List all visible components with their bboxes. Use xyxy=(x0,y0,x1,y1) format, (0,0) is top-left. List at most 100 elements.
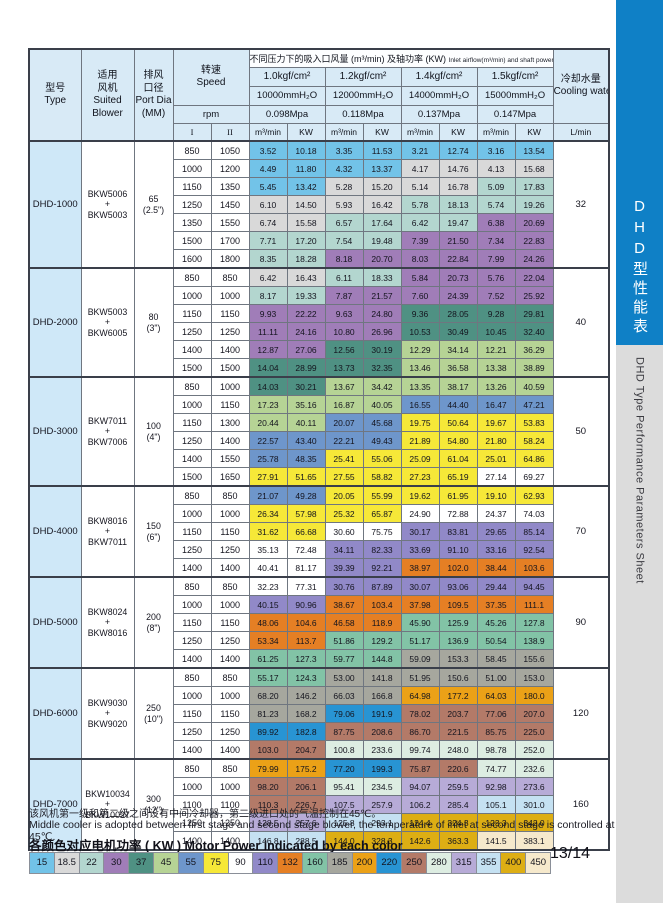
port-cell: 100 (4") xyxy=(133,376,174,487)
sidebar-title-en: DHD Type Performance Parameters Sheet xyxy=(633,357,646,584)
flow-cell: 30.76 xyxy=(324,576,364,596)
flow-cell: 31.62 xyxy=(248,522,288,541)
power-cell: 50.64 xyxy=(438,413,478,432)
flow-cell: 61.25 xyxy=(248,649,288,669)
power-cell: 129.2 xyxy=(362,631,402,650)
flow-cell: 99.74 xyxy=(400,740,440,760)
flow-cell: 125.8 xyxy=(324,813,364,832)
flow-cell: 146.8 xyxy=(248,831,288,851)
legend-swatch: 132 xyxy=(278,853,303,873)
power-cell: 301.0 xyxy=(514,795,554,814)
power-cell: 24.80 xyxy=(362,304,402,323)
flow-cell: 37.35 xyxy=(476,595,516,614)
unit-flow: m³/min xyxy=(400,122,440,142)
flow-cell: 85.75 xyxy=(476,722,516,741)
power-cell: 383.1 xyxy=(514,831,554,851)
legend-swatch: 250 xyxy=(402,853,427,873)
power-cell: 51.65 xyxy=(286,467,326,487)
table-row: 1150 1300 20.44 40.11 20.07 45.68 19.75 50.64 19… xyxy=(29,413,609,432)
speed-1-cell: 1400 xyxy=(172,449,212,468)
flow-cell: 33.16 xyxy=(476,540,516,559)
power-cell: 32.40 xyxy=(514,322,554,341)
speed-1-cell: 1350 xyxy=(172,213,212,232)
power-cell: 124.3 xyxy=(286,667,326,687)
power-cell: 113.7 xyxy=(286,631,326,650)
flow-cell: 16.47 xyxy=(476,395,516,414)
pressure-1-head: 10000mmH₂O xyxy=(248,85,326,106)
table-row: DHD-3000 BKW7011 + BKW7006 100 (4") 850 1000 14.… xyxy=(28,376,610,487)
power-cell: 141.8 xyxy=(362,667,402,687)
flow-cell: 6.74 xyxy=(248,213,288,232)
legend-swatch: 315 xyxy=(451,853,477,873)
speed-2-cell: 1350 xyxy=(210,177,250,196)
flow-cell: 51.00 xyxy=(476,667,516,687)
flow-cell: 16.55 xyxy=(400,395,440,414)
legend-swatch: 185 xyxy=(327,853,353,873)
power-cell: 58.82 xyxy=(362,467,402,487)
legend-swatch: 220 xyxy=(377,853,403,873)
speed-col-2: II xyxy=(210,122,250,142)
flow-cell: 25.78 xyxy=(248,449,288,468)
power-cell: 21.57 xyxy=(362,286,402,305)
model-cell: DHD-3000 xyxy=(28,376,82,487)
power-cell: 324.3 xyxy=(438,813,478,832)
power-cell: 93.06 xyxy=(438,576,478,596)
speed-2-cell: 1250 xyxy=(210,322,250,341)
legend-swatch: 15 xyxy=(30,853,55,873)
speed-2-cell: 1400 xyxy=(210,649,250,669)
power-cell: 273.6 xyxy=(514,777,554,796)
flow-cell: 59.77 xyxy=(324,649,364,669)
power-cell: 138.9 xyxy=(514,631,554,650)
power-cell: 27.06 xyxy=(286,340,326,359)
power-cell: 257.6 xyxy=(286,813,326,832)
power-cell: 72.48 xyxy=(286,540,326,559)
power-cell: 62.93 xyxy=(514,485,554,505)
blower-cell: BKW9030 + BKW9020 xyxy=(80,667,135,760)
power-cell: 103.6 xyxy=(514,558,554,578)
pressure-4-head: 15000mmH₂O xyxy=(476,85,554,106)
flow-cell: 29.44 xyxy=(476,576,516,596)
power-cell: 58.24 xyxy=(514,431,554,450)
speed-col-1: I xyxy=(172,122,212,142)
power-cell: 22.84 xyxy=(438,249,478,269)
power-cell: 19.48 xyxy=(362,231,402,250)
flow-cell: 22.57 xyxy=(248,431,288,450)
rpm-label: rpm xyxy=(172,104,250,124)
unit-flow: m³/min xyxy=(324,122,364,142)
flow-cell: 38.97 xyxy=(400,558,440,578)
power-cell: 90.96 xyxy=(286,595,326,614)
flow-cell: 53.00 xyxy=(324,667,364,687)
power-cell: 16.78 xyxy=(438,177,478,196)
power-cell: 14.76 xyxy=(438,159,478,178)
flow-cell: 98.78 xyxy=(476,740,516,760)
speed-1-cell: 1250 xyxy=(172,813,212,832)
flow-cell: 86.70 xyxy=(400,722,440,741)
flow-cell: 19.62 xyxy=(400,485,440,505)
power-cell: 248.0 xyxy=(438,740,478,760)
power-cell: 293.1 xyxy=(362,813,402,832)
flow-cell: 40.41 xyxy=(248,558,288,578)
power-cell: 82.33 xyxy=(362,540,402,559)
table-row: 1000 1000 98.20 206.1 95.41 234.5 94.07 259.5 92… xyxy=(29,777,609,796)
flow-cell: 19.67 xyxy=(476,413,516,432)
power-cell: 38.17 xyxy=(438,376,478,396)
flow-cell: 59.09 xyxy=(400,649,440,669)
port-cell: 150 (6") xyxy=(133,485,174,578)
speed-1-cell: 850 xyxy=(172,667,212,687)
flow-cell: 21.80 xyxy=(476,431,516,450)
power-cell: 19.33 xyxy=(286,286,326,305)
table-header: 型号 Type 适用 风机 Suited Blower 排风 口径 Port D… xyxy=(28,48,610,142)
flow-cell: 24.90 xyxy=(400,504,440,523)
speed-2-cell: 850 xyxy=(210,667,250,687)
table-row: 1400 1550 25.78 48.35 25.41 55.06 25.09 61.04 25… xyxy=(29,449,609,468)
power-cell: 75.75 xyxy=(362,522,402,541)
flow-cell: 14.04 xyxy=(248,358,288,378)
unit-power: KW xyxy=(514,122,554,142)
table-row: 1250 1250 128.5 257.6 125.8 293.1 124.4 324.3 12… xyxy=(29,813,609,832)
speed-2-cell: 1400 xyxy=(210,740,250,760)
speed-1-cell: 1250 xyxy=(172,631,212,650)
power-cell: 45.68 xyxy=(362,413,402,432)
power-cell: 150.6 xyxy=(438,667,478,687)
speed-1-cell: 1250 xyxy=(172,722,212,741)
power-cell: 74.03 xyxy=(514,504,554,523)
